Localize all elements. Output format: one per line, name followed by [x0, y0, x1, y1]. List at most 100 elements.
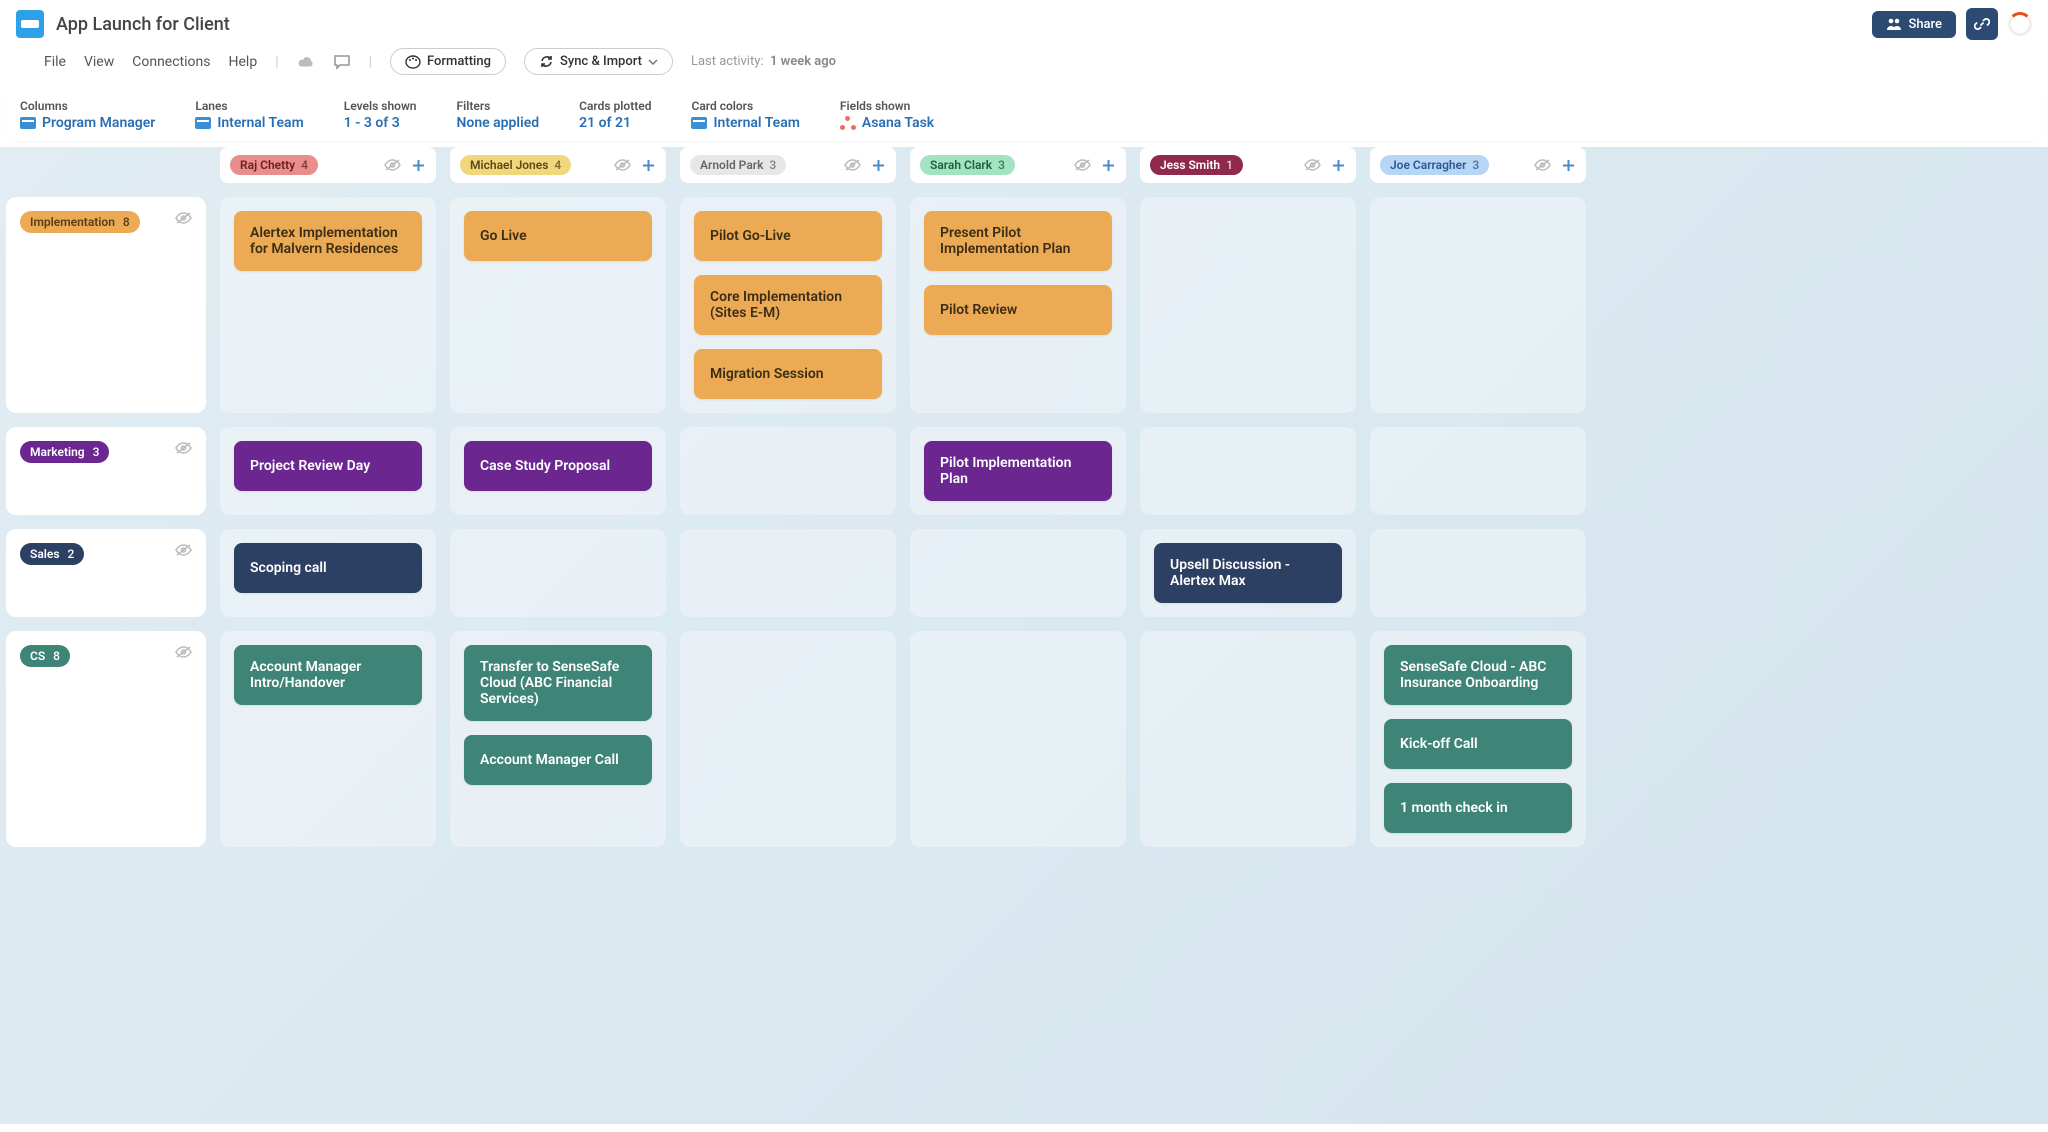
- column-header: Raj Chetty4: [220, 147, 436, 183]
- task-card[interactable]: Migration Session: [694, 349, 882, 399]
- hide-column-icon[interactable]: [384, 158, 401, 172]
- task-card[interactable]: Upsell Discussion - Alertex Max: [1154, 543, 1342, 603]
- cloud-icon[interactable]: [297, 55, 315, 69]
- task-card[interactable]: Pilot Review: [924, 285, 1112, 335]
- column-pill[interactable]: Michael Jones4: [460, 155, 571, 175]
- column-pill[interactable]: Arnold Park3: [690, 155, 786, 175]
- add-card-icon[interactable]: [411, 158, 426, 173]
- add-card-icon[interactable]: [1561, 158, 1576, 173]
- column-pill[interactable]: Raj Chetty4: [230, 155, 318, 175]
- lane-count: 8: [123, 215, 130, 229]
- card-cell[interactable]: [450, 529, 666, 617]
- add-card-icon[interactable]: [641, 158, 656, 173]
- card-cell[interactable]: [1140, 427, 1356, 515]
- card-cell[interactable]: [910, 631, 1126, 847]
- lane-pill[interactable]: CS8: [20, 645, 70, 667]
- card-cell[interactable]: [1140, 631, 1356, 847]
- card-icon: [195, 117, 211, 129]
- card-cell[interactable]: Scoping call: [220, 529, 436, 617]
- comment-icon[interactable]: [333, 54, 351, 70]
- hide-column-icon[interactable]: [1074, 158, 1091, 172]
- task-card[interactable]: Go Live: [464, 211, 652, 261]
- lane-pill[interactable]: Implementation8: [20, 211, 140, 233]
- filter-plotted[interactable]: Cards plotted 21 of 21: [579, 99, 651, 131]
- menu-file[interactable]: File: [44, 54, 66, 70]
- column-count: 3: [998, 158, 1005, 172]
- lane-pill[interactable]: Sales2: [20, 543, 84, 565]
- asana-icon: [840, 116, 856, 130]
- task-card[interactable]: Account Manager Call: [464, 735, 652, 785]
- task-card[interactable]: Transfer to SenseSafe Cloud (ABC Financi…: [464, 645, 652, 721]
- hide-lane-icon[interactable]: [175, 211, 192, 225]
- card-cell[interactable]: Account Manager Intro/Handover: [220, 631, 436, 847]
- task-card[interactable]: Pilot Go-Live: [694, 211, 882, 261]
- task-card[interactable]: Project Review Day: [234, 441, 422, 491]
- task-card[interactable]: Core Implementation (Sites E-M): [694, 275, 882, 335]
- task-card[interactable]: Account Manager Intro/Handover: [234, 645, 422, 705]
- card-cell[interactable]: [1370, 197, 1586, 413]
- card-cell[interactable]: [680, 529, 896, 617]
- lane-pill[interactable]: Marketing3: [20, 441, 109, 463]
- add-card-icon[interactable]: [871, 158, 886, 173]
- app-icon[interactable]: [16, 10, 44, 38]
- card-cell[interactable]: [910, 529, 1126, 617]
- topbar: App Launch for Client Share: [0, 0, 2048, 48]
- column-header: Michael Jones4: [450, 147, 666, 183]
- hide-column-icon[interactable]: [1534, 158, 1551, 172]
- card-cell[interactable]: Project Review Day: [220, 427, 436, 515]
- task-card[interactable]: Kick-off Call: [1384, 719, 1572, 769]
- lane-header: CS8: [6, 631, 206, 847]
- filter-cardcolors[interactable]: Card colors Internal Team: [691, 99, 799, 131]
- formatting-button[interactable]: Formatting: [390, 48, 506, 75]
- menu-help[interactable]: Help: [229, 54, 258, 70]
- card-cell[interactable]: Alertex Implementation for Malvern Resid…: [220, 197, 436, 413]
- filter-lanes[interactable]: Lanes Internal Team: [195, 99, 303, 131]
- copy-link-button[interactable]: [1966, 8, 1998, 40]
- add-card-icon[interactable]: [1331, 158, 1346, 173]
- filter-filters[interactable]: Filters None applied: [457, 99, 540, 131]
- card-cell[interactable]: Go Live: [450, 197, 666, 413]
- card-cell[interactable]: Pilot Implementation Plan: [910, 427, 1126, 515]
- hide-lane-icon[interactable]: [175, 543, 192, 557]
- task-card[interactable]: Scoping call: [234, 543, 422, 593]
- filter-columns[interactable]: Columns Program Manager: [20, 99, 155, 131]
- column-pill[interactable]: Jess Smith1: [1150, 155, 1243, 175]
- filterbar: Columns Program Manager Lanes Internal T…: [6, 89, 2042, 141]
- card-cell[interactable]: [1370, 427, 1586, 515]
- filter-fields[interactable]: Fields shown Asana Task: [840, 99, 934, 131]
- card-cell[interactable]: Pilot Go-Live Core Implementation (Sites …: [680, 197, 896, 413]
- filter-levels[interactable]: Levels shown 1 - 3 of 3: [344, 99, 417, 131]
- column-count: 3: [1472, 158, 1479, 172]
- hide-column-icon[interactable]: [844, 158, 861, 172]
- hide-column-icon[interactable]: [614, 158, 631, 172]
- task-card[interactable]: Alertex Implementation for Malvern Resid…: [234, 211, 422, 271]
- menu-connections[interactable]: Connections: [132, 54, 210, 70]
- sync-import-button[interactable]: Sync & Import: [524, 48, 673, 75]
- card-cell[interactable]: [1140, 197, 1356, 413]
- add-card-icon[interactable]: [1101, 158, 1116, 173]
- card-cell[interactable]: [680, 427, 896, 515]
- card-cell[interactable]: Transfer to SenseSafe Cloud (ABC Financi…: [450, 631, 666, 847]
- hide-lane-icon[interactable]: [175, 441, 192, 455]
- lane-header: Marketing3: [6, 427, 206, 515]
- menu-view[interactable]: View: [84, 54, 114, 70]
- share-button[interactable]: Share: [1872, 11, 1956, 38]
- column-pill[interactable]: Joe Carragher3: [1380, 155, 1489, 175]
- column-pill[interactable]: Sarah Clark3: [920, 155, 1015, 175]
- task-card[interactable]: Present Pilot Implementation Plan: [924, 211, 1112, 271]
- card-cell[interactable]: Present Pilot Implementation Plan Pilot R…: [910, 197, 1126, 413]
- card-icon: [20, 117, 36, 129]
- card-cell[interactable]: Upsell Discussion - Alertex Max: [1140, 529, 1356, 617]
- lane-count: 8: [53, 649, 60, 663]
- task-card[interactable]: 1 month check in: [1384, 783, 1572, 833]
- task-card[interactable]: Pilot Implementation Plan: [924, 441, 1112, 501]
- hide-column-icon[interactable]: [1304, 158, 1321, 172]
- task-card[interactable]: SenseSafe Cloud - ABC Insurance Onboardi…: [1384, 645, 1572, 705]
- card-cell[interactable]: [680, 631, 896, 847]
- hide-lane-icon[interactable]: [175, 645, 192, 659]
- card-cell[interactable]: SenseSafe Cloud - ABC Insurance Onboardi…: [1370, 631, 1586, 847]
- card-cell[interactable]: [1370, 529, 1586, 617]
- people-icon: [1886, 17, 1902, 31]
- card-cell[interactable]: Case Study Proposal: [450, 427, 666, 515]
- task-card[interactable]: Case Study Proposal: [464, 441, 652, 491]
